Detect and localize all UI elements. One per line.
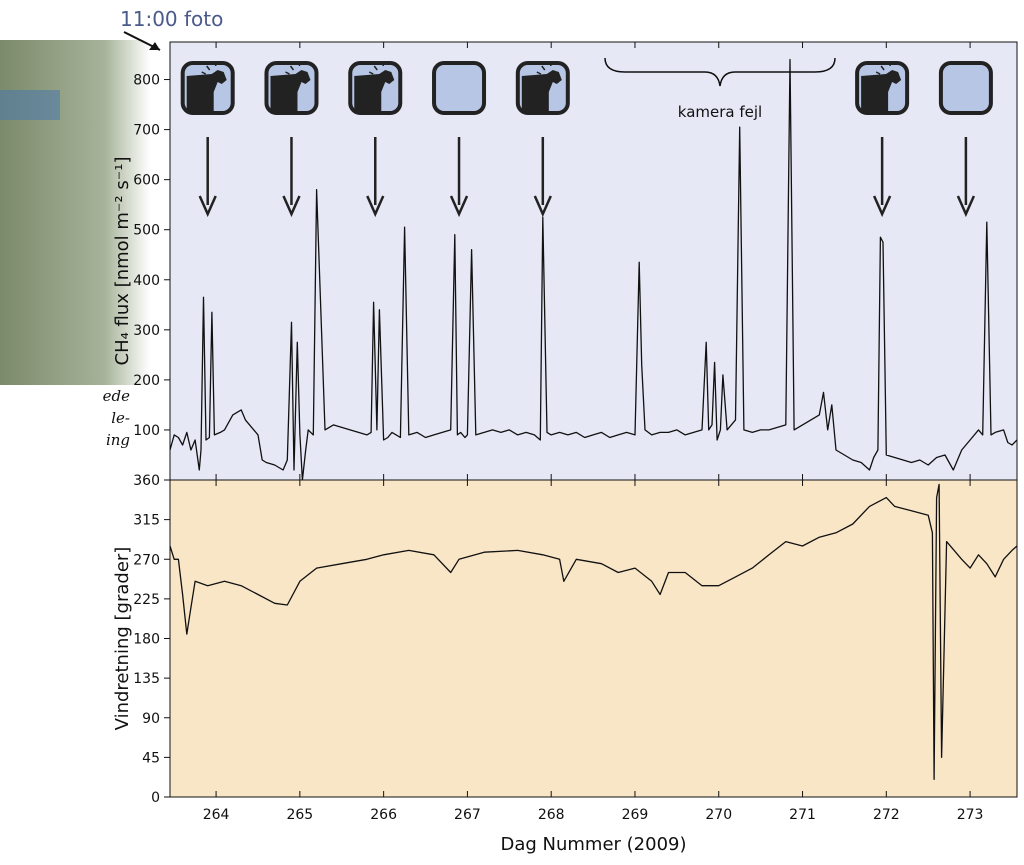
x-tick-label: 270	[705, 807, 732, 823]
y-axis-label: Vindretning [grader]	[112, 547, 133, 731]
x-tick-label: 265	[286, 807, 313, 823]
y-tick-label: 360	[133, 473, 160, 489]
photo-icon	[434, 63, 484, 113]
y-axis-label: CH₄ flux [nmol m⁻² s⁻¹]	[112, 157, 133, 366]
x-tick-label: 269	[622, 807, 649, 823]
plot-background	[170, 480, 1017, 797]
x-tick-label: 268	[538, 807, 565, 823]
panel-bottom: 0 45 90 135 180 225 270 315 360 264 265 266 267 268 26…	[112, 473, 1017, 855]
y-tick-label: 500	[133, 223, 160, 239]
x-tick-label: 272	[873, 807, 900, 823]
y-tick-label: 225	[133, 592, 160, 608]
x-tick-label: 271	[789, 807, 816, 823]
y-tick-label: 800	[133, 73, 160, 89]
gap-label: kamera fejl	[678, 103, 762, 121]
y-tick-label: 315	[133, 513, 160, 529]
y-tick-label: 400	[133, 273, 160, 289]
x-tick-label: 266	[370, 807, 397, 823]
y-tick-label: 700	[133, 123, 160, 139]
x-tick-label: 273	[957, 807, 984, 823]
panel-top: 100 200 300 400 500 600 700 800 CH₄ flux [nmol m…	[112, 42, 1017, 480]
y-tick-label: 135	[133, 671, 160, 687]
x-tick-label: 264	[203, 807, 230, 823]
y-tick-label: 600	[133, 173, 160, 189]
y-tick-label: 180	[133, 632, 160, 648]
y-tick-label: 300	[133, 323, 160, 339]
y-tick-label: 100	[133, 423, 160, 439]
y-tick-label: 90	[142, 711, 160, 727]
side-text: ede	[103, 387, 130, 405]
annotation: 11:00 foto	[120, 7, 223, 31]
side-text: ing	[106, 431, 130, 449]
x-axis-label: Dag Nummer (2009)	[500, 834, 686, 855]
side-text: le-	[111, 409, 130, 427]
photo-water	[0, 90, 60, 120]
x-tick-label: 267	[454, 807, 481, 823]
y-tick-label: 200	[133, 373, 160, 389]
y-tick-label: 270	[133, 552, 160, 568]
y-tick-label: 45	[142, 750, 160, 766]
chart: ede le- ing 11:00 foto 100 200 300 400 500 60…	[0, 0, 1024, 861]
y-tick-label: 0	[151, 790, 160, 806]
photo-icon	[941, 63, 991, 113]
page: ede le- ing 11:00 foto 100 200 300 400 500 60…	[0, 0, 1024, 861]
